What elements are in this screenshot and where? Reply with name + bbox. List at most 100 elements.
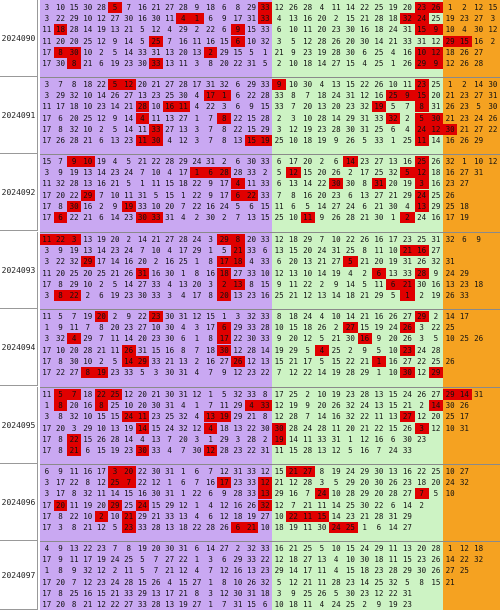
number-cell: 15 xyxy=(247,113,257,123)
number-cell: 1 xyxy=(262,47,268,57)
number-cell: 20 xyxy=(288,257,298,267)
number-cell: 33 xyxy=(165,511,175,521)
number-cell: 12 xyxy=(151,478,161,488)
number-cell: 29 xyxy=(233,323,243,333)
number-cell: 30 xyxy=(345,47,355,57)
number-cell: 24 xyxy=(329,522,344,533)
number-cell: 2 xyxy=(348,345,353,355)
number-cell: 4 xyxy=(405,124,410,134)
number-cell: 31 xyxy=(178,312,188,321)
number-cell: 31 xyxy=(233,600,243,609)
number-cell: 5 xyxy=(126,179,131,189)
number-cell: 11 xyxy=(331,423,341,433)
number-cell: 22 xyxy=(69,213,79,222)
number-cell: 7 xyxy=(140,168,145,178)
number-cell: 14 xyxy=(288,566,298,576)
number-cell: 14 xyxy=(317,368,327,377)
number-cell: 28 xyxy=(69,25,79,35)
number-cell: 33 xyxy=(137,523,147,532)
number-cell: 11 xyxy=(247,179,257,189)
number-cell: 5 xyxy=(108,79,122,90)
number-cell: 17 xyxy=(203,90,218,102)
number-cell: 16 xyxy=(357,333,372,345)
number-cell: 14 xyxy=(124,47,134,57)
number-cell: 5 xyxy=(291,36,296,46)
number-cell: 29 xyxy=(360,467,370,476)
number-cell: 16 xyxy=(360,446,370,455)
number-cell: 6 xyxy=(208,511,213,521)
number-cell: 5 xyxy=(108,2,122,13)
number-cell: 5 xyxy=(276,168,282,178)
number-cell: 21 xyxy=(151,235,161,244)
number-cell: 10 xyxy=(83,511,93,521)
number-cell: 12 xyxy=(303,36,313,46)
number-cell: 24 xyxy=(445,268,455,278)
number-cell: 21 xyxy=(445,91,455,101)
number-cell: 29 xyxy=(443,35,458,47)
number-cell: 26 xyxy=(459,47,469,57)
number-row: 3 8 32 10 15 15 24 11 23 25 32 4 13 19 29 21 8 12 28 7 14 16 3… xyxy=(40,411,500,423)
number-cell: 22 xyxy=(247,91,257,101)
number-cell: 10 xyxy=(83,14,93,24)
number-cell: 30 xyxy=(178,91,188,101)
number-cell: 31 xyxy=(178,368,188,377)
number-cell: 8 xyxy=(181,345,186,355)
number-cell: 11 xyxy=(42,312,52,321)
number-row: 3 9 19 13 14 23 24 7 10 4 17 1 6 28 28 33 2 5 12 15 20 26 2 17 2… xyxy=(40,167,500,179)
number-cell: 28 xyxy=(388,566,398,576)
number-cell: 25 xyxy=(345,246,355,256)
number-cell: 1 xyxy=(194,113,200,123)
number-cell: 12 xyxy=(96,14,106,24)
number-cell: 4 xyxy=(194,102,200,112)
number-cell: 29 xyxy=(137,588,147,598)
number-cell: 5 xyxy=(126,157,131,166)
number-cell: 9 xyxy=(208,190,213,200)
number-cell: 10 xyxy=(83,412,93,422)
number-cell: 29 xyxy=(274,566,284,576)
number-cell: 32 xyxy=(55,334,65,344)
number-row: 1 8 20 16 8 25 10 20 30 31 4 1 7 11 29 4 33 12 19 9 20 26 32 24… xyxy=(40,400,500,412)
number-row: 17 20 8 21 12 22 27 33 28 13 19 27 1 7 31 15 6 10 18 11 4 24 2… xyxy=(40,599,500,610)
number-cell: 12 xyxy=(288,478,298,488)
number-cell: 30 xyxy=(374,213,384,222)
number-cell: 20 xyxy=(303,102,313,112)
number-cell: 3 xyxy=(58,523,63,532)
number-cell: 21 xyxy=(400,245,415,257)
number-cell: 23 xyxy=(124,136,134,145)
number-cell: 6 xyxy=(53,212,68,223)
number-cell: 7 xyxy=(235,213,241,222)
number-cell: 6 xyxy=(276,257,282,267)
number-cell: 18 xyxy=(431,168,441,178)
issue-label: 2024090 xyxy=(0,0,38,77)
number-cell: 13 xyxy=(178,511,188,521)
number-cell: 13 xyxy=(192,47,202,57)
number-cell: 24 xyxy=(303,423,313,433)
number-cell: 13 xyxy=(388,412,398,422)
number-cell: 17 xyxy=(233,14,243,24)
number-cell: 23 xyxy=(96,544,106,553)
number-cell: 32 xyxy=(360,102,370,112)
number-cell: 23 xyxy=(151,91,161,101)
number-cell: 26 xyxy=(151,577,161,587)
number-cell: 31 xyxy=(488,91,498,101)
number-cell: 33 xyxy=(149,212,163,223)
number-cell: 24 xyxy=(192,235,202,244)
number-cell: 1 xyxy=(208,577,213,587)
number-cell: 14 xyxy=(402,500,412,510)
number-row: 17 6 20 25 12 9 14 4 11 13 27 1 7 8 22 15 28 2 3 10 28 14 29 31… xyxy=(40,112,500,124)
number-cell: 2 xyxy=(221,157,227,166)
number-cell: 32 xyxy=(400,13,415,25)
number-cell: 1 xyxy=(447,544,453,553)
number-cell: 6 xyxy=(99,59,104,68)
number-cell: 27 xyxy=(474,124,484,134)
number-cell: 11 xyxy=(135,135,150,146)
number-cell: 32 xyxy=(258,499,272,511)
number-cell: 23 xyxy=(110,368,120,377)
number-cell: 18 xyxy=(260,588,270,598)
number-cell: 13 xyxy=(233,291,243,300)
number-cell: 19 xyxy=(217,411,232,423)
number-cell: 2 xyxy=(262,434,268,444)
number-cell: 9 xyxy=(291,47,296,57)
number-cell: 2 xyxy=(419,500,424,510)
number-cell: 15 xyxy=(345,566,355,576)
